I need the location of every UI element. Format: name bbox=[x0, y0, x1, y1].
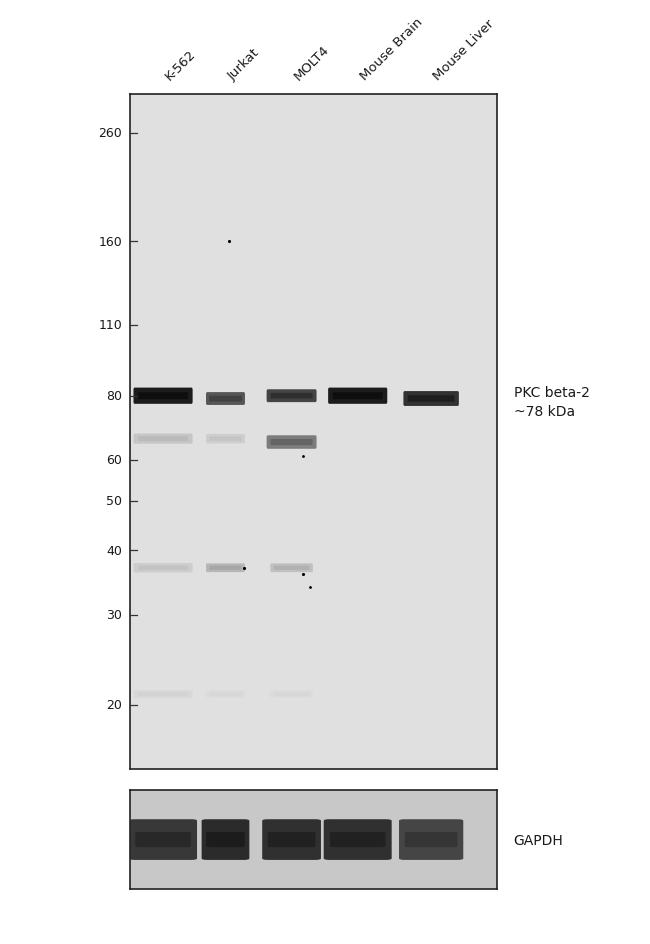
FancyBboxPatch shape bbox=[266, 436, 317, 449]
FancyBboxPatch shape bbox=[270, 564, 313, 572]
Text: 30: 30 bbox=[107, 608, 122, 621]
Text: K-562: K-562 bbox=[163, 47, 199, 83]
FancyBboxPatch shape bbox=[399, 819, 463, 860]
FancyBboxPatch shape bbox=[138, 393, 188, 399]
Text: Mouse Brain: Mouse Brain bbox=[358, 16, 425, 83]
FancyBboxPatch shape bbox=[328, 388, 387, 404]
FancyBboxPatch shape bbox=[405, 832, 458, 848]
FancyBboxPatch shape bbox=[206, 691, 245, 698]
FancyBboxPatch shape bbox=[268, 832, 315, 848]
FancyBboxPatch shape bbox=[206, 832, 245, 848]
FancyBboxPatch shape bbox=[270, 691, 313, 698]
Text: 60: 60 bbox=[107, 454, 122, 467]
FancyBboxPatch shape bbox=[404, 392, 459, 407]
Text: PKC beta-2
~78 kDa: PKC beta-2 ~78 kDa bbox=[514, 385, 590, 418]
Text: 40: 40 bbox=[107, 545, 122, 557]
FancyBboxPatch shape bbox=[274, 566, 309, 570]
FancyBboxPatch shape bbox=[135, 832, 191, 848]
Text: 80: 80 bbox=[106, 390, 122, 403]
FancyBboxPatch shape bbox=[202, 819, 250, 860]
FancyBboxPatch shape bbox=[274, 693, 309, 697]
FancyBboxPatch shape bbox=[262, 819, 321, 860]
FancyBboxPatch shape bbox=[206, 393, 245, 406]
FancyBboxPatch shape bbox=[266, 390, 317, 403]
Text: Mouse Liver: Mouse Liver bbox=[431, 17, 497, 83]
FancyBboxPatch shape bbox=[333, 393, 383, 399]
Text: MOLT4: MOLT4 bbox=[292, 43, 332, 83]
Text: 110: 110 bbox=[98, 319, 122, 331]
FancyBboxPatch shape bbox=[209, 396, 242, 402]
FancyBboxPatch shape bbox=[209, 693, 242, 697]
FancyBboxPatch shape bbox=[209, 566, 242, 570]
FancyBboxPatch shape bbox=[209, 437, 242, 442]
Text: 160: 160 bbox=[98, 235, 122, 248]
FancyBboxPatch shape bbox=[138, 437, 188, 442]
FancyBboxPatch shape bbox=[138, 565, 188, 570]
FancyBboxPatch shape bbox=[133, 434, 192, 445]
FancyBboxPatch shape bbox=[270, 394, 313, 399]
FancyBboxPatch shape bbox=[270, 440, 313, 446]
Text: GAPDH: GAPDH bbox=[514, 833, 564, 847]
FancyBboxPatch shape bbox=[206, 434, 245, 444]
FancyBboxPatch shape bbox=[129, 819, 197, 860]
FancyBboxPatch shape bbox=[133, 564, 192, 573]
FancyBboxPatch shape bbox=[206, 564, 245, 572]
FancyBboxPatch shape bbox=[133, 690, 192, 699]
FancyBboxPatch shape bbox=[138, 692, 188, 697]
FancyBboxPatch shape bbox=[324, 819, 392, 860]
FancyBboxPatch shape bbox=[330, 832, 385, 848]
Text: Jurkat: Jurkat bbox=[226, 46, 262, 83]
FancyBboxPatch shape bbox=[133, 388, 192, 404]
Text: 260: 260 bbox=[98, 127, 122, 140]
FancyBboxPatch shape bbox=[408, 396, 454, 402]
Text: 50: 50 bbox=[106, 495, 122, 508]
Text: 20: 20 bbox=[107, 699, 122, 712]
